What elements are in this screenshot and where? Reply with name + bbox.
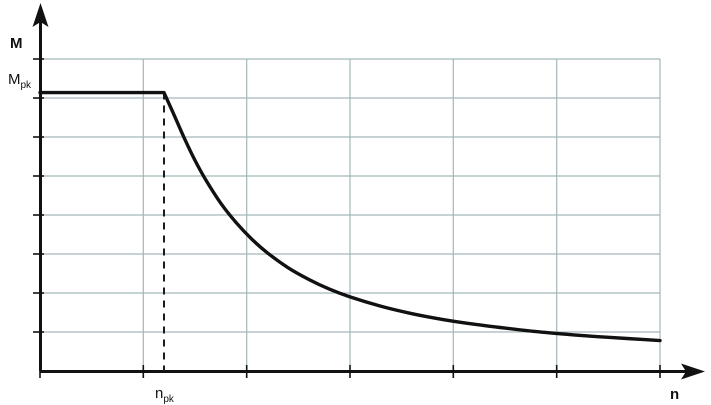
y-axis-arrow-icon — [32, 3, 49, 27]
x-axis-title: n — [670, 386, 679, 403]
axes — [32, 3, 705, 380]
peak-speed-label: npk — [155, 385, 175, 405]
x-axis-arrow-icon — [681, 363, 705, 380]
peak-torque-label: Mpk — [8, 71, 32, 91]
x-axis-ticks — [39, 365, 661, 378]
y-axis-title: M — [10, 35, 23, 52]
y-axis-ticks — [33, 58, 44, 333]
torque-curve-line — [38, 90, 662, 343]
vertical-gridlines — [142, 59, 661, 371]
